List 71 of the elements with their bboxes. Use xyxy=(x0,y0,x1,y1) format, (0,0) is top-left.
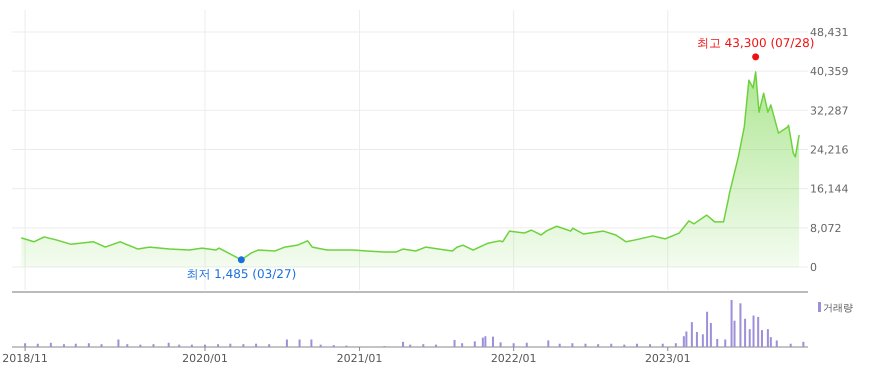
legend-label: 거래량 xyxy=(823,303,853,314)
x-tick-label: 2023/01 xyxy=(644,352,691,365)
y-tick-label: 0 xyxy=(810,261,817,274)
y-tick-label: 40,359 xyxy=(810,65,848,78)
bar xyxy=(482,338,484,347)
bar xyxy=(547,340,550,347)
bar xyxy=(50,342,52,347)
bar xyxy=(88,343,90,347)
bar xyxy=(571,343,574,347)
bar xyxy=(685,331,688,347)
bar xyxy=(168,342,170,347)
bar xyxy=(512,343,515,347)
bar xyxy=(126,344,128,347)
bar xyxy=(802,342,804,347)
bar xyxy=(610,344,612,347)
bar xyxy=(558,344,561,347)
bar xyxy=(649,344,652,347)
bar xyxy=(229,344,232,347)
bar xyxy=(62,344,65,347)
bar xyxy=(36,344,39,347)
bar xyxy=(492,336,494,347)
bar xyxy=(484,336,486,347)
bar xyxy=(422,344,424,347)
bar xyxy=(286,339,288,347)
bar xyxy=(117,339,120,347)
bar xyxy=(24,343,26,347)
bar xyxy=(706,312,708,347)
bar xyxy=(674,343,677,347)
bar xyxy=(402,342,404,347)
bar xyxy=(474,341,476,347)
bar xyxy=(454,340,456,347)
bar xyxy=(760,330,763,347)
bar xyxy=(739,303,742,347)
x-tick-label: 2020/01 xyxy=(182,352,228,365)
bar xyxy=(696,332,698,347)
bar xyxy=(730,300,733,347)
y-tick-label: 8,072 xyxy=(810,222,842,235)
bar xyxy=(766,329,769,347)
bar xyxy=(597,344,600,347)
bar xyxy=(724,339,726,347)
bar xyxy=(74,344,77,347)
bar xyxy=(100,344,103,347)
bar xyxy=(268,344,270,347)
bar xyxy=(298,339,301,347)
bar xyxy=(690,322,693,347)
bar xyxy=(716,339,718,347)
bar xyxy=(152,344,154,347)
bar xyxy=(790,344,792,347)
bar xyxy=(461,343,464,347)
y-tick-label: 32,287 xyxy=(810,104,848,118)
annotation: 최저 1,485 (03/27) xyxy=(186,266,296,281)
bar xyxy=(242,344,244,347)
bar xyxy=(526,342,528,347)
y-tick-label: 16,144 xyxy=(810,182,848,196)
bar xyxy=(217,344,220,347)
x-tick-label: 2018/11 xyxy=(2,352,48,365)
bar xyxy=(710,323,712,347)
bar xyxy=(584,344,586,347)
x-tick-label: 2021/01 xyxy=(336,352,382,365)
bar xyxy=(636,344,638,347)
bar xyxy=(744,318,746,347)
bar xyxy=(776,340,778,347)
bar xyxy=(310,339,312,347)
y-tick-label: 24,216 xyxy=(810,144,848,156)
bar xyxy=(748,329,751,347)
bar xyxy=(752,316,755,347)
bar xyxy=(662,344,664,347)
bar xyxy=(702,334,704,347)
bar xyxy=(500,342,502,347)
bar xyxy=(757,316,760,347)
x-tick-label: 2022/01 xyxy=(490,352,537,365)
